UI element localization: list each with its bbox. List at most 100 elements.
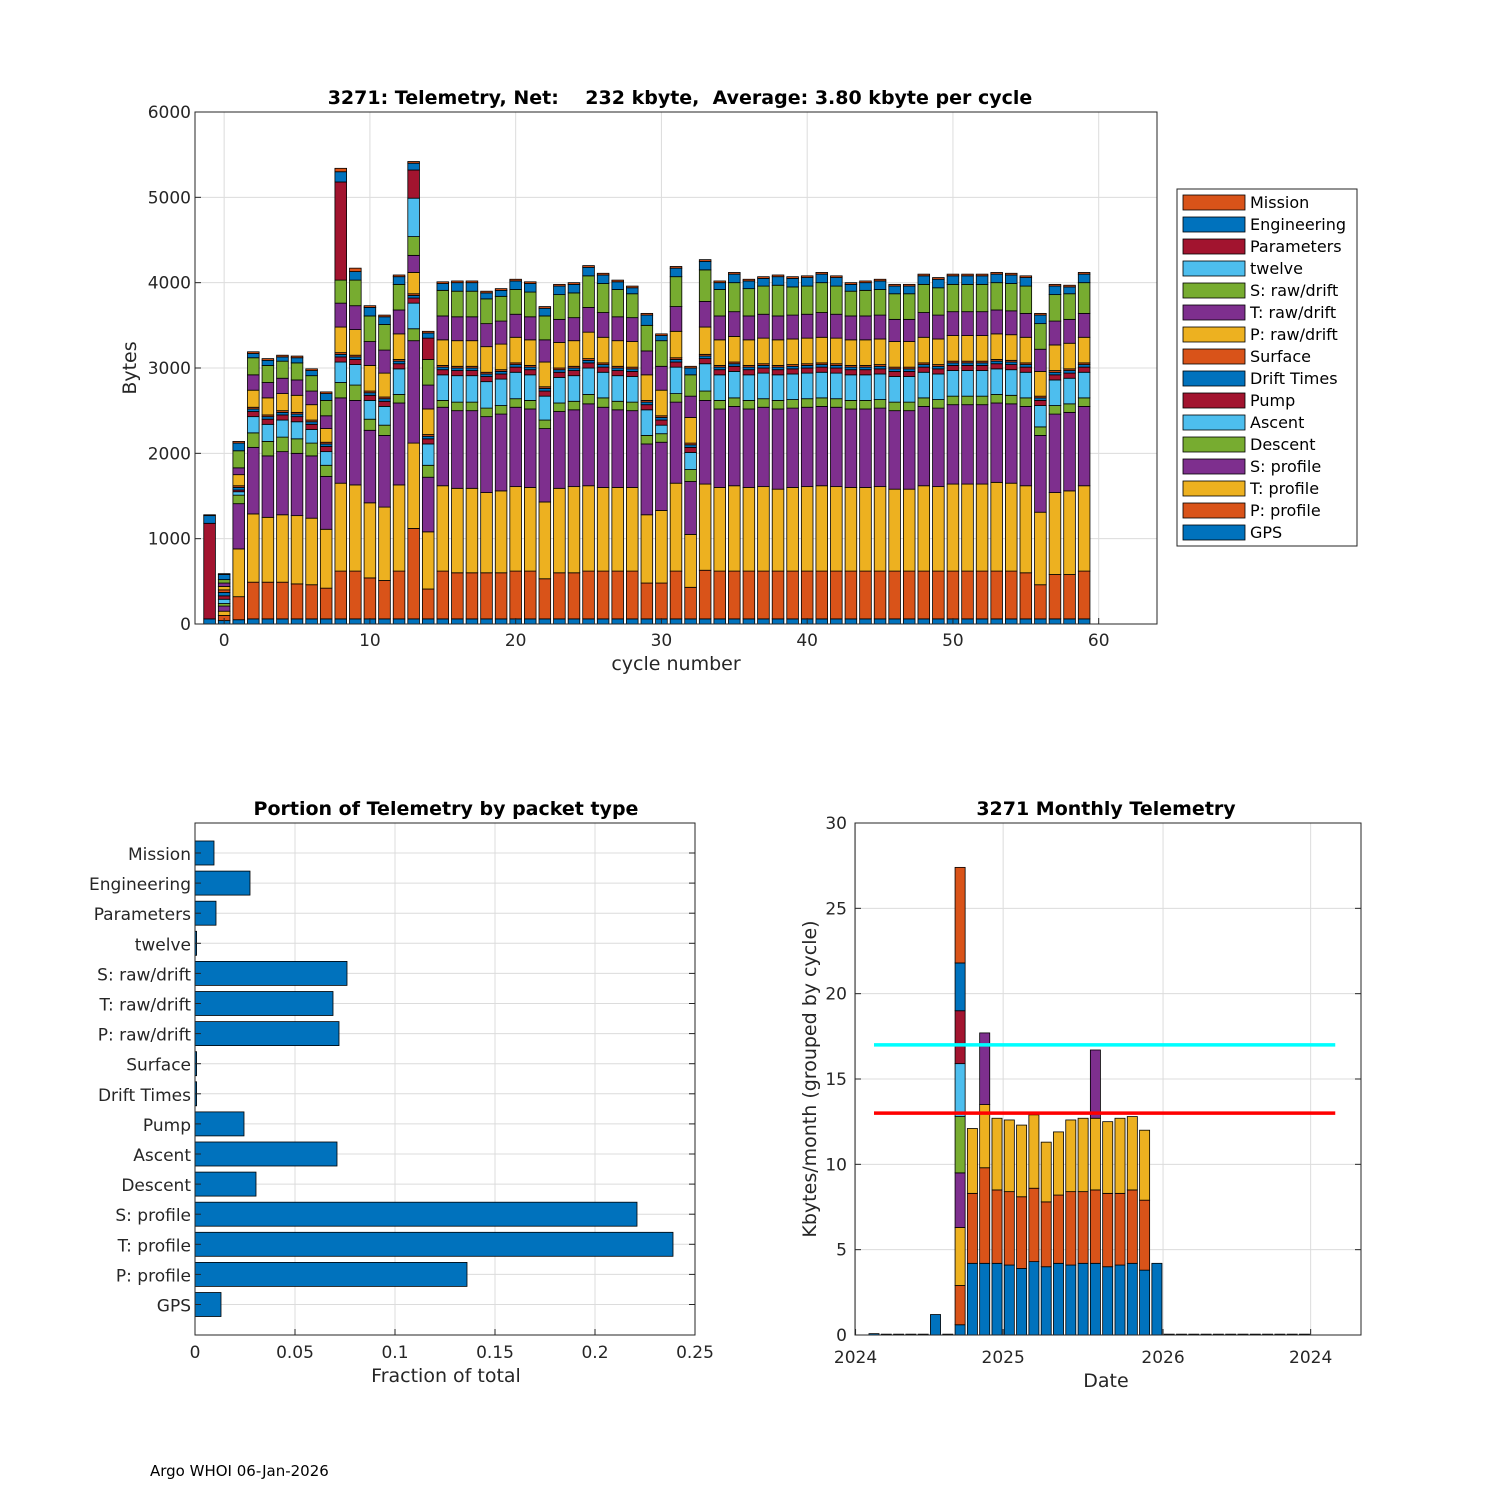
category-label: Drift Times — [98, 1086, 191, 1106]
cycle-bar-segment — [611, 409, 624, 488]
x-tick-label: 60 — [1088, 631, 1110, 651]
cycle-bar-segment — [611, 316, 624, 342]
x-tick-label: 0 — [190, 1343, 201, 1363]
cycle-bar-segment — [946, 395, 960, 406]
cycle-bar-segment — [392, 402, 406, 486]
cycle-bar-segment — [1034, 426, 1047, 436]
cycle-bar-segment — [217, 573, 231, 575]
cycle-bar-segment — [698, 326, 712, 355]
cycle-bar-segment — [859, 339, 872, 366]
cycle-bar-segment — [626, 618, 639, 625]
cycle-bar-segment — [961, 273, 974, 277]
cycle-bar-segment — [655, 433, 668, 443]
cycle-bar-segment — [669, 482, 683, 572]
cycle-bar-segment — [232, 450, 245, 469]
cycle-bar-segment — [378, 580, 391, 620]
cycle-bar-segment — [1063, 318, 1076, 344]
cycle-bar-segment — [509, 280, 522, 290]
cycle-bar-segment — [888, 376, 901, 403]
legend-entry: Mission — [1250, 193, 1309, 212]
cycle-bar-segment — [844, 290, 858, 317]
cycle-bar-segment — [669, 276, 683, 307]
cycle-bar-segment — [640, 324, 654, 352]
cycle-bar-segment — [1019, 277, 1033, 287]
cycle-bar-segment — [334, 302, 347, 328]
cycle-bar-segment — [276, 419, 289, 438]
x-tick-label: 0.1 — [381, 1343, 408, 1363]
cycle-bar-segment — [917, 275, 931, 285]
cycle-bar-segment — [261, 365, 275, 383]
cycle-bar-segment — [669, 266, 683, 269]
category-label: twelve — [135, 935, 191, 955]
monthly-bar-segment — [1102, 1192, 1114, 1268]
cycle-bar-segment — [203, 618, 216, 625]
cycle-bar-segment — [698, 569, 712, 620]
cycle-bar-segment — [407, 528, 420, 620]
monthly-bar-segment — [1065, 1119, 1077, 1193]
cycle-bar-segment — [1077, 405, 1091, 487]
cycle-bar-segment — [276, 581, 289, 620]
cycle-bar-segment — [524, 618, 537, 625]
cycle-bar-segment — [261, 440, 275, 457]
cycle-bar-segment — [319, 618, 333, 625]
cycle-bar-segment — [844, 339, 858, 366]
cycle-bar-segment — [261, 581, 275, 620]
cycle-bar-segment — [203, 514, 216, 517]
cycle-bar-segment — [509, 371, 522, 400]
cycle-bar-segment — [698, 400, 712, 485]
cycle-bar-segment — [1019, 572, 1033, 620]
cycle-bar-segment — [232, 442, 245, 452]
monthly-x-label: Date — [1083, 1370, 1128, 1392]
cycle-bar-segment — [553, 294, 566, 320]
cycle-bar-segment — [436, 485, 450, 572]
cycle-bar-segment — [407, 618, 420, 625]
legend-entry: Ascent — [1250, 413, 1304, 432]
cycle-bar-segment — [975, 275, 989, 285]
cycle-bar-segment — [334, 361, 347, 383]
portion-bar — [194, 1111, 245, 1137]
monthly-bar-segment — [1028, 1261, 1040, 1336]
cycle-bar-segment — [305, 442, 318, 457]
cycle-bar-segment — [1005, 369, 1018, 396]
cycle-bar-segment — [596, 570, 610, 620]
cycle-bar-segment — [669, 618, 683, 625]
cycle-bar-segment — [582, 307, 595, 333]
cycle-bar-segment — [436, 369, 450, 376]
monthly-bar-segment — [966, 1128, 978, 1194]
cycle-bar-segment — [800, 275, 814, 278]
cycle-bar-segment — [480, 492, 493, 574]
cycle-bar-segment — [640, 618, 654, 625]
monthly-bar-segment — [1053, 1131, 1064, 1196]
legend-swatch — [1182, 392, 1246, 409]
legend-swatch — [1182, 282, 1246, 299]
cycle-bar-segment — [859, 315, 872, 341]
cycle-bar-segment — [626, 401, 639, 412]
cycle-bar-segment — [349, 279, 362, 307]
cycle-bar-segment — [757, 285, 770, 315]
monthly-bar-segment — [1077, 1262, 1089, 1336]
cycle-bar-segment — [800, 367, 814, 374]
cycle-bar-segment — [363, 305, 377, 308]
cycle-bar-segment — [451, 316, 464, 342]
cycle-bar-segment — [247, 432, 260, 448]
cycle-bar-segment — [1063, 284, 1076, 288]
cycle-bar-segment — [319, 451, 333, 466]
x-tick-label: 10 — [359, 631, 381, 651]
cycle-bar-segment — [611, 487, 624, 572]
cycle-bar-segment — [1034, 314, 1047, 325]
monthly-bar-segment — [1028, 1114, 1040, 1189]
cycle-bar-segment — [553, 572, 566, 620]
cycle-bar-segment — [669, 306, 683, 332]
cycle-bar-segment — [567, 282, 581, 285]
cycle-bar-segment — [1034, 584, 1047, 620]
cycle-bar-segment — [494, 413, 508, 492]
monthly-bar-segment — [954, 1172, 966, 1228]
cycle-bar-segment — [378, 618, 391, 625]
cycle-bar-segment — [1019, 405, 1033, 487]
cycle-bar-segment — [392, 283, 406, 311]
cycle-bar-segment — [626, 371, 639, 377]
cycle-bar-segment — [363, 577, 377, 620]
cycle-bar-segment — [669, 361, 683, 368]
cycle-bar-segment — [524, 400, 537, 410]
